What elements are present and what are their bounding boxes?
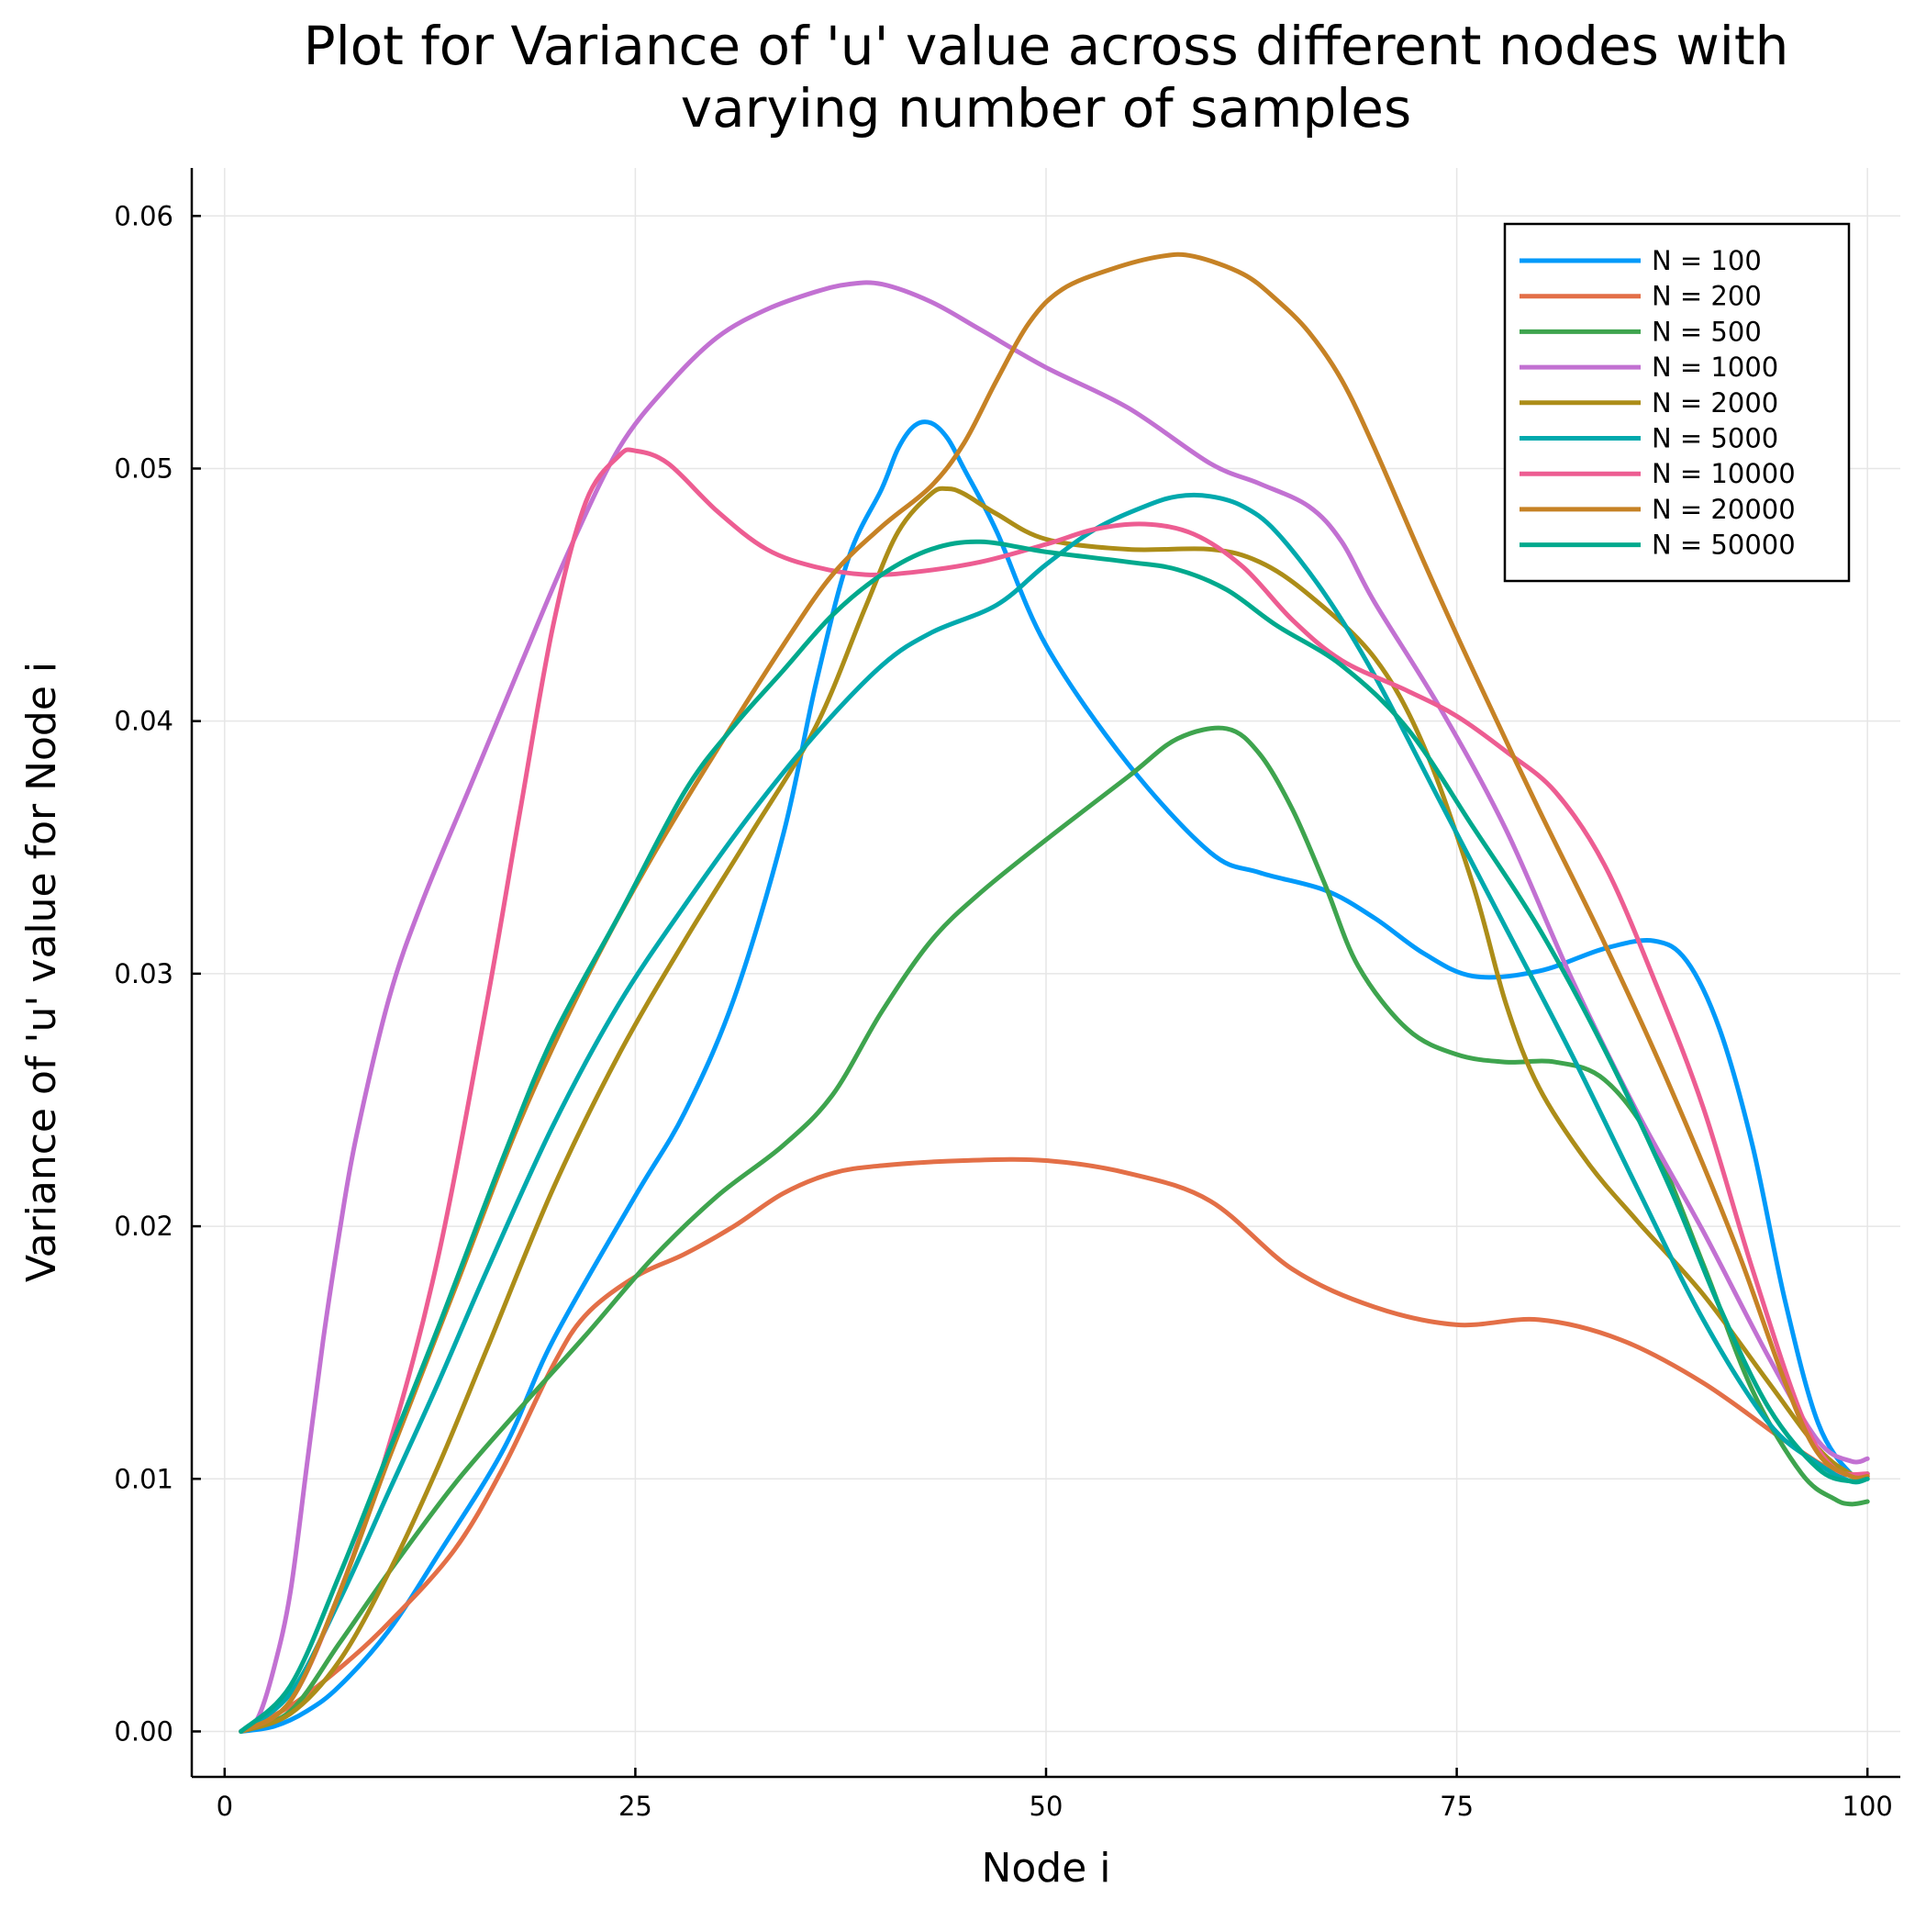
legend: N = 100 N = 200 N = 500 N = 1000 N = 2000 N =…: [1503, 222, 1851, 583]
legend-label-n100: N = 100: [1652, 245, 1762, 276]
y-tick-label: 0.05: [114, 452, 173, 484]
legend-label-n20000: N = 20000: [1652, 494, 1796, 525]
x-tick-label: 0: [217, 1791, 233, 1822]
chart-title-line-1: Plot for Variance of 'u' value across di…: [304, 15, 1789, 77]
ticks: 0 25 50 75 100 0.00 0.01 0.02 0.03 0.04 0.05 0.06: [114, 200, 1892, 1822]
series-line-n200: [239, 1156, 1870, 1734]
y-tick-label: 0.01: [114, 1463, 173, 1494]
series-layer: [239, 251, 1870, 1734]
y-axis-label: Variance of 'u' value for Node i: [18, 662, 65, 1282]
y-tick-label: 0.00: [114, 1715, 173, 1747]
y-tick-label: 0.03: [114, 958, 173, 989]
legend-label-n2000: N = 2000: [1652, 387, 1778, 419]
y-tick-label: 0.04: [114, 706, 173, 737]
legend-label-n5000: N = 5000: [1652, 423, 1778, 454]
legend-label-n1000: N = 1000: [1652, 352, 1778, 383]
chart-title: Plot for Variance of 'u' value across di…: [304, 15, 1789, 140]
legend-label-n200: N = 200: [1652, 281, 1762, 312]
chart-title-line-2: varying number of samples: [681, 77, 1411, 140]
legend-label-n10000: N = 10000: [1652, 458, 1796, 489]
x-tick-label: 100: [1843, 1791, 1893, 1822]
series-line-n50000: [239, 539, 1870, 1734]
series-line-n10000: [239, 447, 1870, 1734]
legend-label-n500: N = 500: [1652, 316, 1762, 347]
x-tick-label: 50: [1030, 1791, 1063, 1822]
x-tick-label: 75: [1440, 1791, 1474, 1822]
x-tick-label: 25: [618, 1791, 652, 1822]
legend-label-n50000: N = 50000: [1652, 530, 1796, 561]
y-tick-label: 0.06: [114, 200, 173, 231]
x-axis-label: Node i: [981, 1845, 1110, 1892]
series-line-n1000: [239, 280, 1870, 1734]
y-tick-label: 0.02: [114, 1211, 173, 1242]
series-line-n2000: [239, 486, 1870, 1734]
